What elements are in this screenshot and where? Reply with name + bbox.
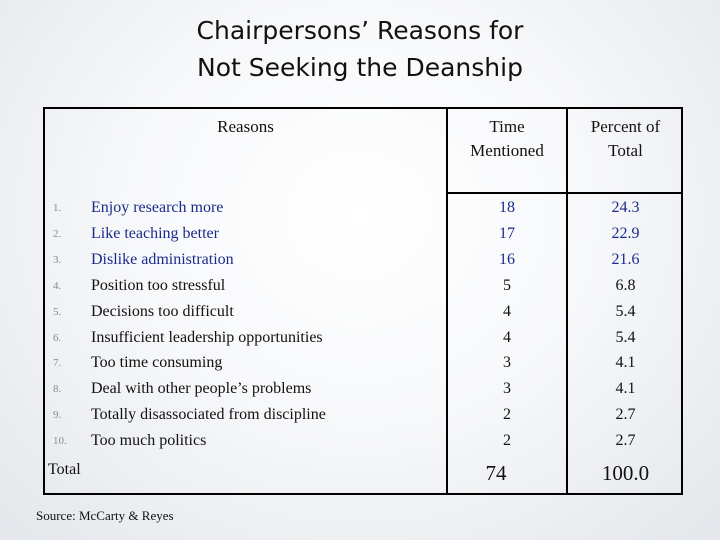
row-reason: Dislike administration: [91, 250, 234, 268]
reasons-table: Reasons Time Mentioned Percent of Total …: [43, 107, 683, 495]
row-count: 17: [499, 224, 515, 242]
header-percent: Percent of Total: [568, 115, 683, 163]
column-divider-2: [566, 109, 568, 493]
row-count: 5: [503, 276, 511, 294]
header-percent-line-2: Total: [608, 141, 643, 160]
header-time-line-2: Mentioned: [470, 141, 544, 160]
row-reason: Too much politics: [91, 432, 207, 450]
row-reason: Enjoy research more: [91, 199, 224, 216]
header-reasons: Reasons: [217, 117, 274, 136]
row-number: 10.: [53, 435, 67, 448]
row-count: 4: [503, 302, 511, 320]
row-number: 6.: [53, 331, 62, 344]
row-percent: 2.7: [615, 406, 636, 424]
page-title: Chairpersons’ Reasons for Not Seeking th…: [0, 12, 720, 86]
row-percent: 22.9: [611, 224, 640, 242]
row-count: 16: [499, 250, 515, 268]
row-percent: 5.4: [615, 302, 636, 320]
row-percent: 24.3: [611, 199, 640, 216]
row-count: 18: [499, 199, 515, 216]
title-line-1: Chairpersons’ Reasons for: [196, 16, 524, 45]
row-percent: 4.1: [615, 354, 636, 372]
row-number: 3.: [53, 253, 62, 266]
column-divider-1: [446, 109, 448, 493]
row-reason: Like teaching better: [91, 224, 219, 242]
row-percent: 5.4: [615, 328, 636, 346]
source-note: Source: McCarty & Reyes: [36, 508, 174, 523]
row-number: 5.: [53, 305, 62, 318]
row-percent: 21.6: [611, 250, 640, 268]
row-number: 7.: [53, 357, 62, 370]
row-reason: Too time consuming: [91, 354, 223, 372]
row-reason: Totally disassociated from discipline: [91, 406, 326, 424]
row-reason: Position too stressful: [91, 276, 226, 294]
title-line-2: Not Seeking the Deanship: [197, 53, 523, 82]
row-count: 3: [503, 380, 511, 398]
row-reason: Deal with other people’s problems: [91, 380, 312, 398]
row-percent: 6.8: [615, 276, 636, 294]
row-reason: Decisions too difficult: [91, 302, 234, 320]
total-percent: 100.0: [601, 461, 650, 485]
header-percent-line-1: Percent of: [590, 117, 661, 136]
row-number: 1.: [53, 202, 62, 214]
header-time-line-1: Time: [489, 117, 525, 136]
row-number: 8.: [53, 383, 62, 396]
row-percent: 4.1: [615, 380, 636, 398]
header-divider: [448, 192, 681, 194]
row-count: 4: [503, 328, 511, 346]
header-time-mentioned: Time Mentioned: [448, 115, 566, 163]
row-count: 2: [503, 432, 511, 450]
row-percent: 2.7: [615, 432, 636, 450]
total-label: Total: [48, 461, 81, 478]
row-number: 9.: [53, 409, 62, 422]
row-reason: Insufficient leadership opportunities: [91, 328, 323, 346]
row-number: 4.: [53, 279, 62, 292]
total-count: 74: [485, 461, 507, 485]
row-number: 2.: [53, 227, 62, 240]
row-count: 3: [503, 354, 511, 372]
row-count: 2: [503, 406, 511, 424]
